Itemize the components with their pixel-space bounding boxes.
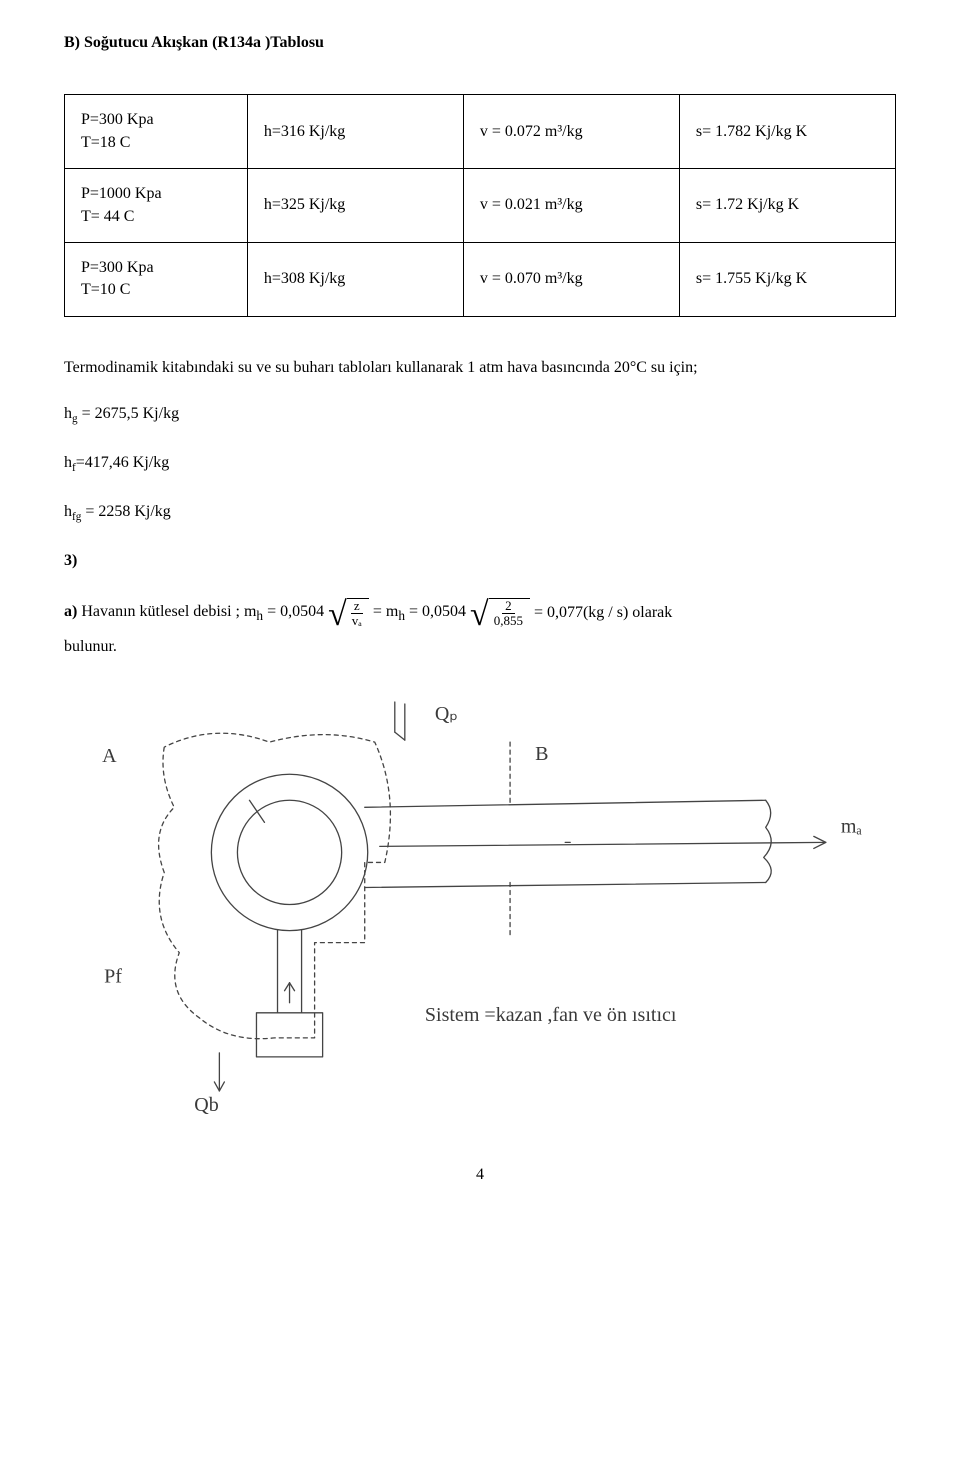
system-diagram: A Qₚ Bmₐ Pf Qb Sistem =kazan ,fan ve ön ısıtı… xyxy=(64,682,896,1113)
svg-text:Qₚ: Qₚ xyxy=(435,704,458,726)
svg-text:Sistem =kazan ,fan ve ön ısıtı: Sistem =kazan ,fan ve ön ısıtıcı xyxy=(425,1004,677,1026)
table-row: P=300 KpaT=10 Ch=308 Kj/kgv = 0.070 m³/k… xyxy=(65,242,896,316)
svg-text:Pf: Pf xyxy=(104,966,122,988)
page-number: 4 xyxy=(64,1164,896,1186)
table-row: P=1000 KpaT= 44 Ch=325 Kj/kgv = 0.021 m³… xyxy=(65,169,896,243)
hf-line: hf=417,46 Kj/kg xyxy=(64,452,896,477)
refrigerant-table: P=300 KpaT=18 Ch=316 Kj/kgv = 0.072 m³/k… xyxy=(64,94,896,316)
sqrt-2: √ 2 0,855 xyxy=(470,596,530,630)
svg-text:A: A xyxy=(102,746,117,768)
subsection-number: 3) xyxy=(64,550,896,572)
svg-text:mₐ: mₐ xyxy=(841,816,863,838)
equation-tail: bulunur. xyxy=(64,636,896,658)
mass-flow-equation: a) Havanın kütlesel debisi ; mh = 0,0504… xyxy=(64,596,896,630)
section-heading: B) Soğutucu Akışkan (R134a )Tablosu xyxy=(64,32,896,54)
svg-text:Qb: Qb xyxy=(194,1095,218,1114)
sqrt-1: √ z vₐ xyxy=(328,596,369,630)
hfg-line: hfg = 2258 Kj/kg xyxy=(64,501,896,526)
svg-text:B: B xyxy=(535,744,548,766)
hg-line: hg = 2675,5 Kj/kg xyxy=(64,403,896,428)
intro-paragraph: Termodinamik kitabındaki su ve su buharı… xyxy=(64,357,896,379)
table-row: P=300 KpaT=18 Ch=316 Kj/kgv = 0.072 m³/k… xyxy=(65,95,896,169)
